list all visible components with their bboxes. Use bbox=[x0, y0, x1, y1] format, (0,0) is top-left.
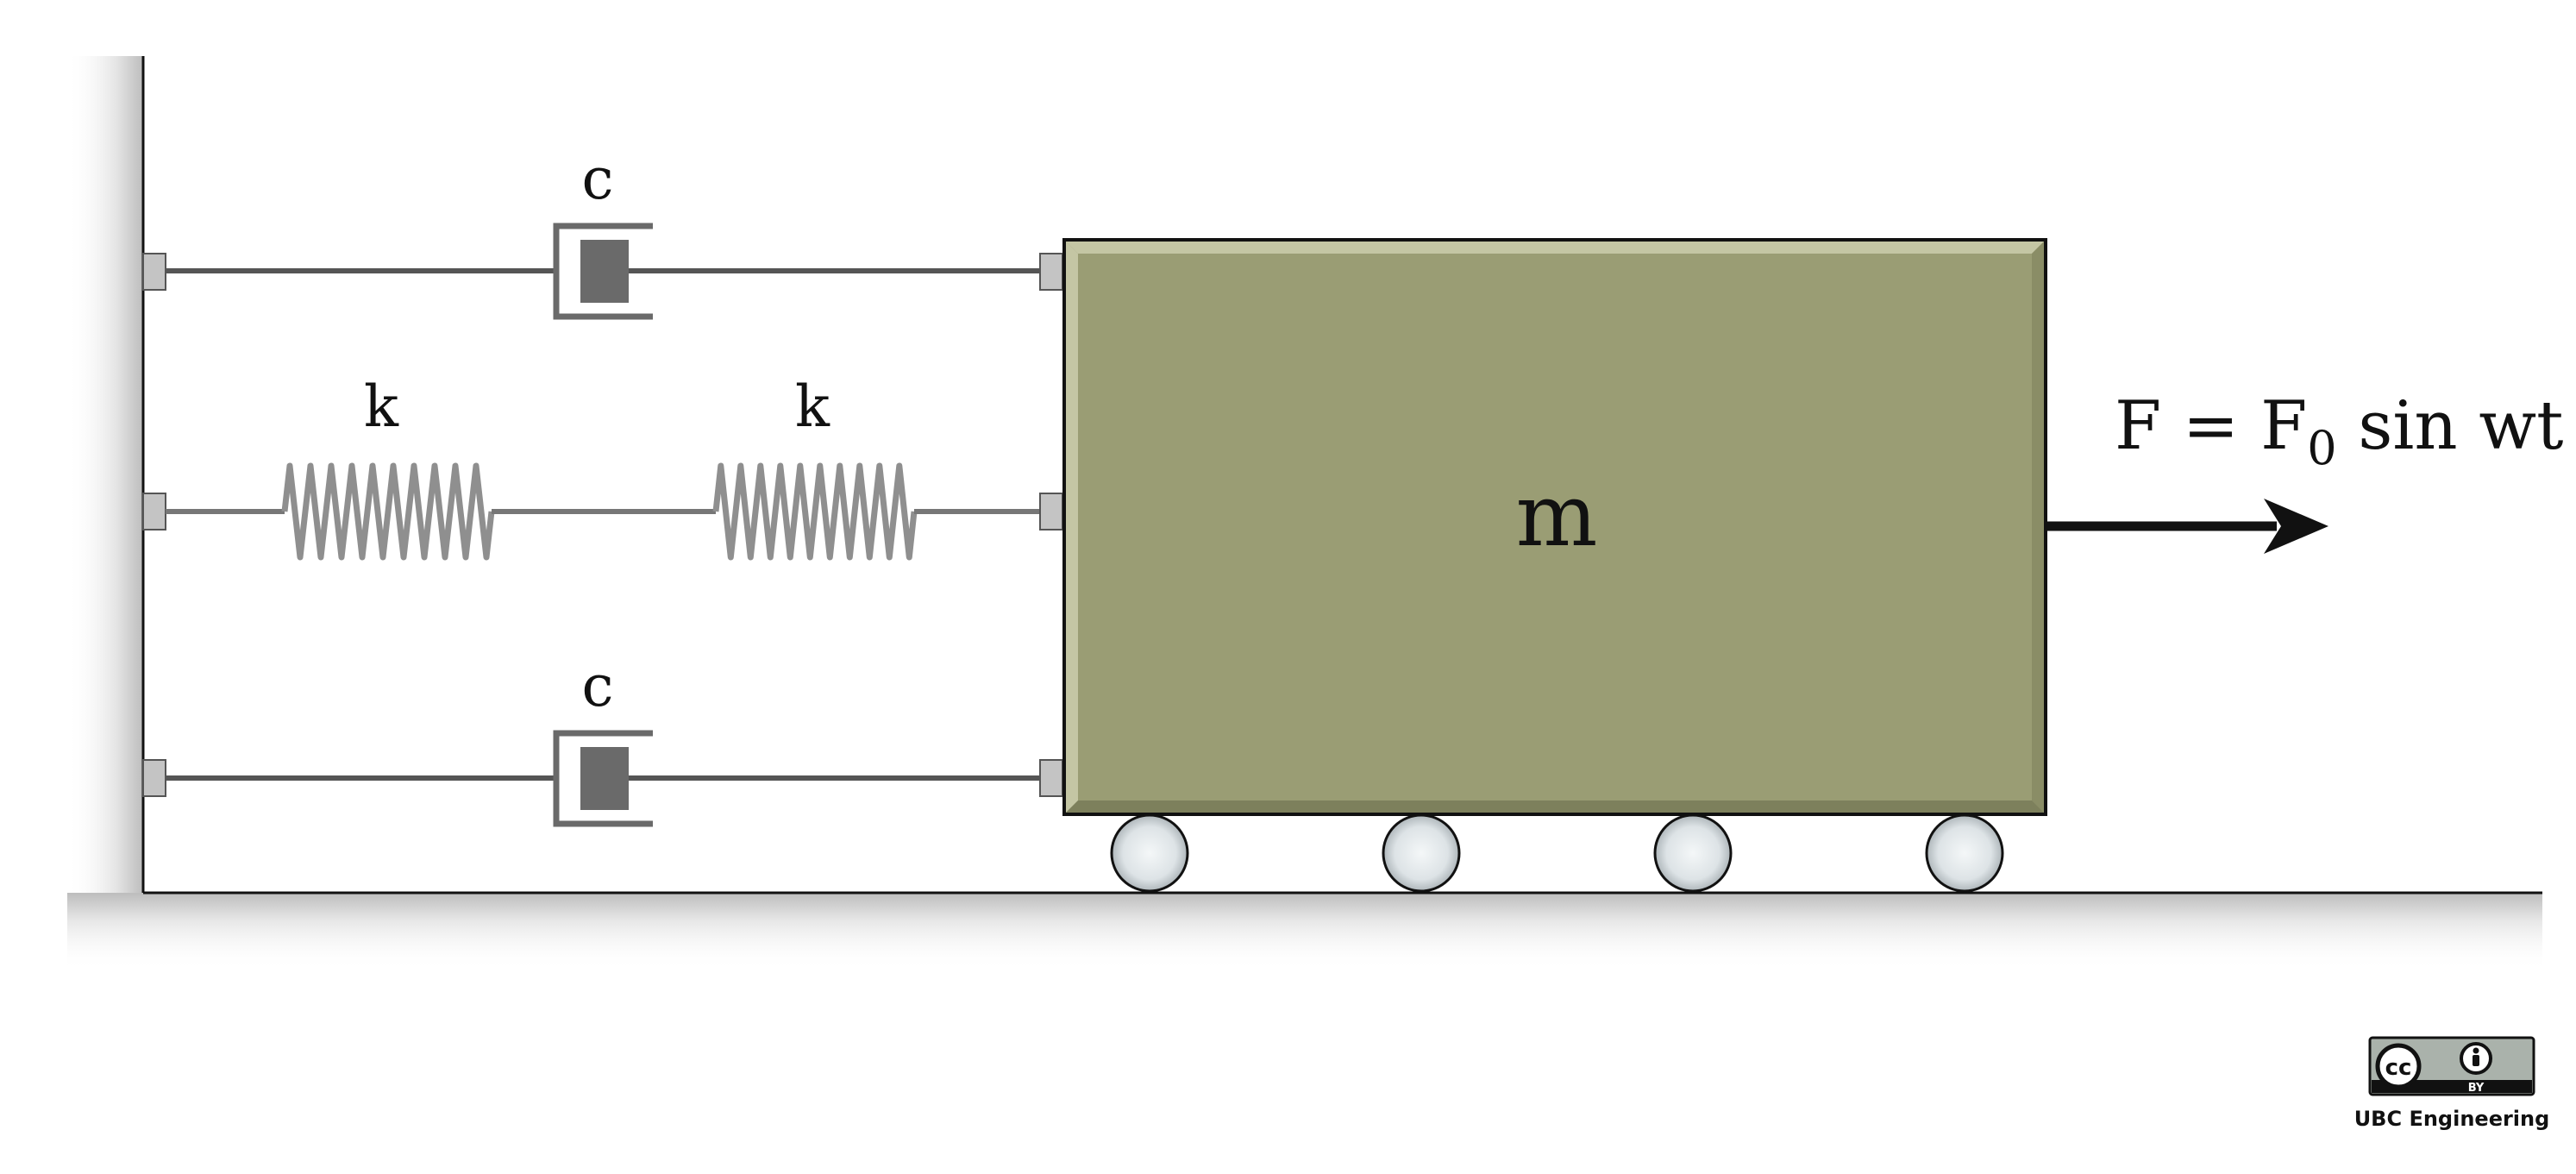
wheel bbox=[1925, 813, 2004, 893]
force-label-suffix: sin wt bbox=[2337, 387, 2564, 465]
lower-damper bbox=[142, 730, 1063, 827]
upper-damper-wall-mount bbox=[142, 253, 166, 291]
force-label-subscript: 0 bbox=[2307, 421, 2336, 475]
license-credit: UBC Engineering bbox=[2354, 1107, 2550, 1131]
wheels bbox=[1110, 813, 2004, 893]
upper-damper-mass-mount bbox=[1039, 253, 1063, 291]
lower-damper-mass-mount bbox=[1039, 759, 1063, 797]
force-arrow bbox=[2046, 499, 2328, 554]
left-spring-label: k bbox=[364, 374, 399, 440]
cc-icon bbox=[2375, 1043, 2422, 1089]
spring-mass-mount bbox=[1039, 493, 1063, 530]
upper-damper bbox=[142, 223, 1063, 320]
wheel bbox=[1382, 813, 1461, 893]
mass-label: m bbox=[1516, 465, 1598, 566]
right-spring-label: k bbox=[795, 374, 830, 440]
force-label: F = F0 sin wt bbox=[2115, 387, 2563, 475]
ground-shadow bbox=[67, 893, 2542, 970]
upper-damper-cylinder bbox=[553, 223, 653, 320]
spring-series bbox=[142, 462, 1063, 561]
lower-damper-piston bbox=[580, 747, 629, 810]
wall-shadow bbox=[67, 56, 143, 893]
by-text: BY bbox=[2468, 1082, 2485, 1095]
wheel bbox=[1110, 813, 1189, 893]
upper-damper-label: c bbox=[582, 146, 614, 212]
cc-by-license-badge: cc BY bbox=[2368, 1036, 2535, 1096]
upper-damper-piston bbox=[580, 240, 629, 303]
lower-damper-wall-mount bbox=[142, 759, 166, 797]
lower-damper-cylinder bbox=[553, 730, 653, 827]
left-spring-coil bbox=[281, 462, 495, 561]
lower-damper-label: c bbox=[582, 653, 614, 719]
right-spring-coil bbox=[712, 462, 918, 561]
spring-wall-mount bbox=[142, 493, 166, 530]
wheel bbox=[1653, 813, 1733, 893]
force-arrow-head bbox=[2264, 499, 2328, 554]
cc-text: cc bbox=[2385, 1055, 2412, 1081]
mass-block bbox=[1062, 238, 2047, 816]
force-label-prefix: F = F bbox=[2115, 387, 2307, 465]
